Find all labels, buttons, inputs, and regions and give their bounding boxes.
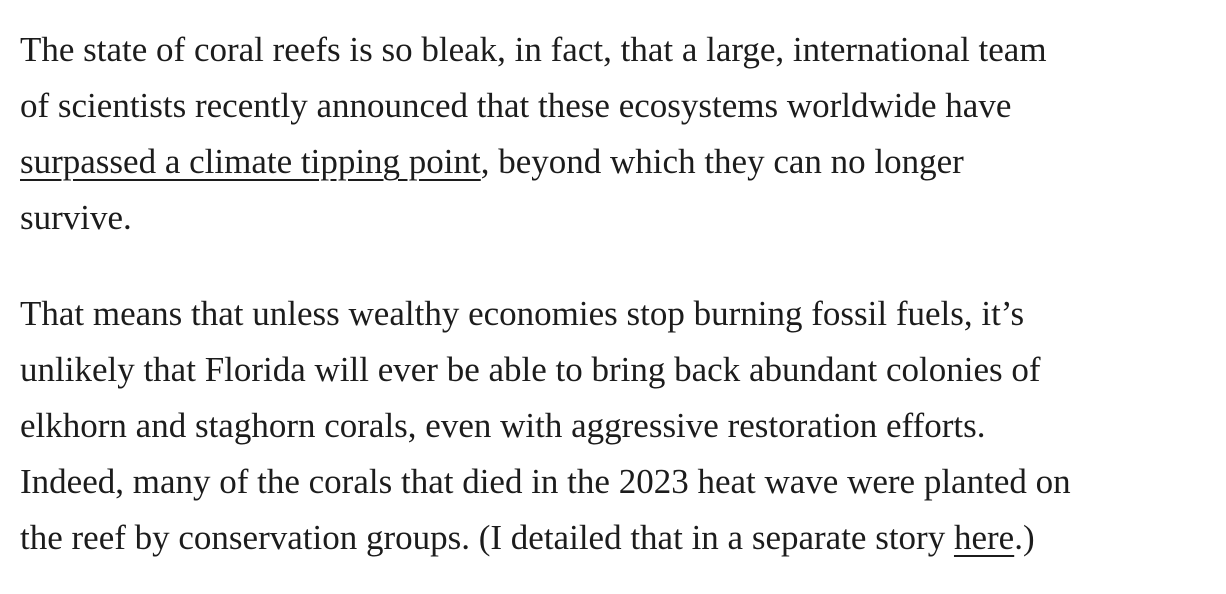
text-line: elkhorn and staghorn corals, even with a… [20, 398, 1206, 454]
text-run: , beyond which they can no longer [480, 142, 964, 181]
text-run: unlikely that Florida will ever be able … [20, 350, 1041, 389]
text-line: of scientists recently announced that th… [20, 78, 1206, 134]
text-run: .) [1014, 518, 1035, 557]
text-run: survive. [20, 198, 132, 237]
text-line: Indeed, many of the corals that died in … [20, 454, 1206, 510]
text-line: the reef by conservation groups. (I deta… [20, 510, 1206, 566]
text-run: That means that unless wealthy economies… [20, 294, 1025, 333]
inline-link[interactable]: surpassed a climate tipping point [20, 142, 481, 181]
text-run: the reef by conservation groups. (I deta… [20, 518, 954, 557]
paragraph: The state of coral reefs is so bleak, in… [20, 22, 1206, 246]
text-line: surpassed a climate tipping point, beyon… [20, 134, 1206, 190]
paragraph: That means that unless wealthy economies… [20, 286, 1206, 566]
text-run: elkhorn and staghorn corals, even with a… [20, 406, 986, 445]
text-run: Indeed, many of the corals that died in … [20, 462, 1071, 501]
text-line: survive. [20, 190, 1206, 246]
inline-link[interactable]: here [953, 518, 1015, 557]
text-line: The state of coral reefs is so bleak, in… [20, 22, 1206, 78]
text-run: The state of coral reefs is so bleak, in… [20, 30, 1047, 69]
article-body: The state of coral reefs is so bleak, in… [20, 22, 1206, 566]
text-run: of scientists recently announced that th… [20, 86, 1012, 125]
text-line: unlikely that Florida will ever be able … [20, 342, 1206, 398]
text-line: That means that unless wealthy economies… [20, 286, 1206, 342]
